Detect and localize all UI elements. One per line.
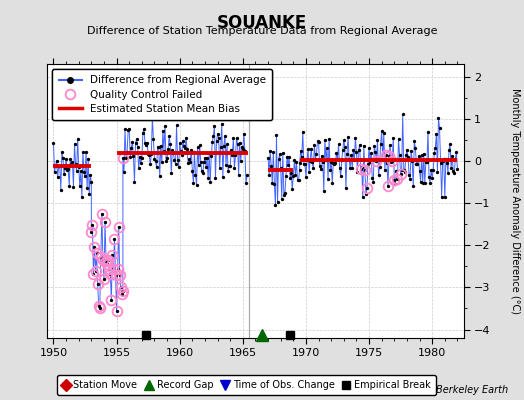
Legend: Station Move, Record Gap, Time of Obs. Change, Empirical Break: Station Move, Record Gap, Time of Obs. C… (57, 376, 436, 395)
Text: SOUANKE: SOUANKE (217, 14, 307, 32)
Text: Berkeley Earth: Berkeley Earth (436, 385, 508, 395)
Y-axis label: Monthly Temperature Anomaly Difference (°C): Monthly Temperature Anomaly Difference (… (510, 88, 520, 314)
Legend: Difference from Regional Average, Quality Control Failed, Estimated Station Mean: Difference from Regional Average, Qualit… (52, 69, 272, 120)
Text: Difference of Station Temperature Data from Regional Average: Difference of Station Temperature Data f… (87, 26, 437, 36)
